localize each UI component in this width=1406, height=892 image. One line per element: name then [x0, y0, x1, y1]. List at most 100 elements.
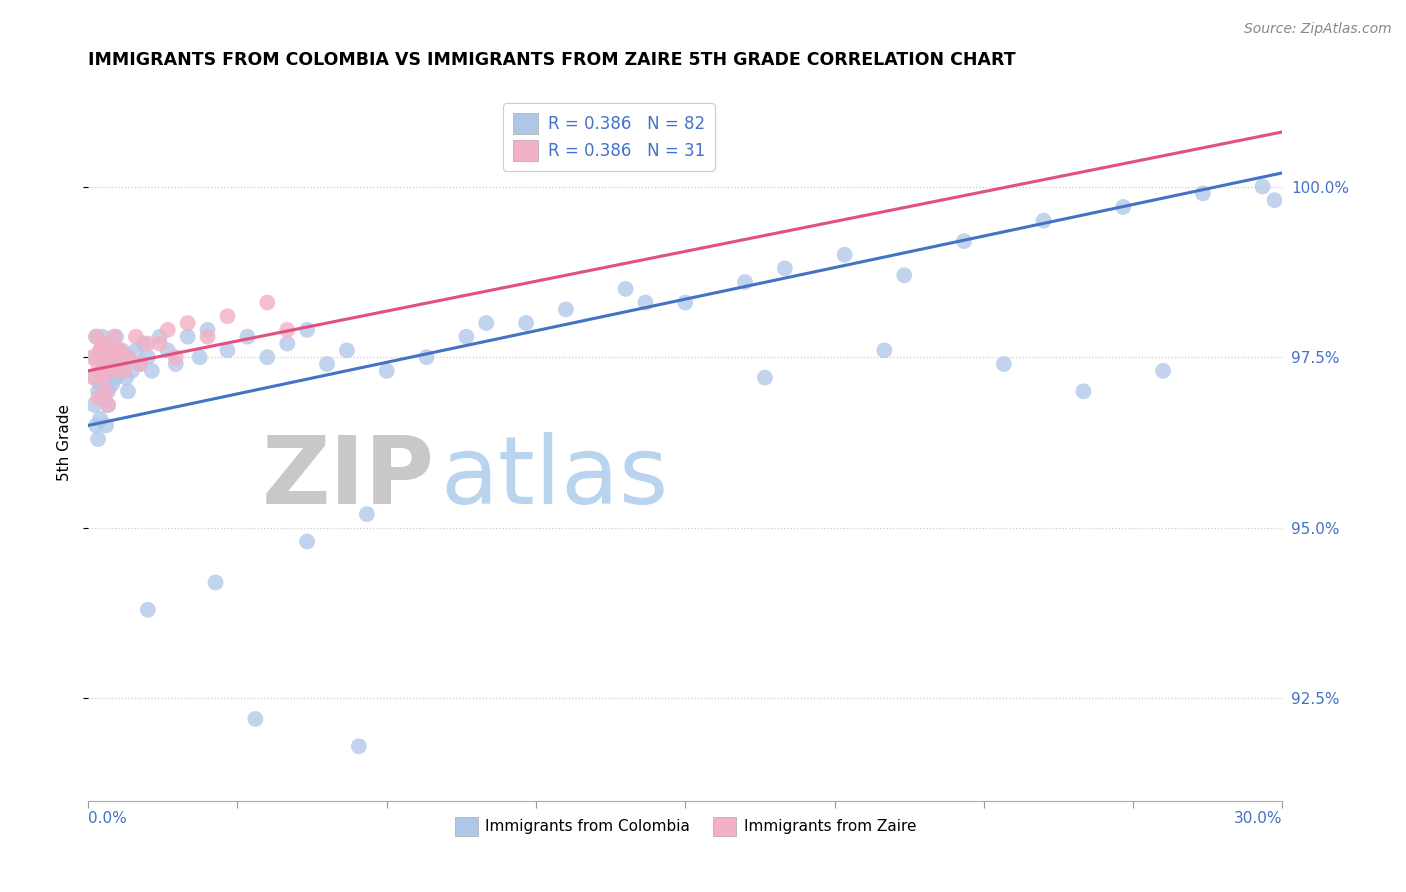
Point: [107, 350, 129, 364]
Point: [136, 336, 159, 351]
Point: [834, 248, 856, 262]
Point: [97, 350, 120, 364]
Point: [356, 507, 378, 521]
Point: [773, 261, 796, 276]
Point: [217, 310, 239, 324]
Point: [673, 295, 696, 310]
Point: [1073, 384, 1095, 399]
Point: [91, 364, 114, 378]
Point: [125, 343, 148, 358]
Point: [316, 357, 339, 371]
Point: [204, 575, 226, 590]
Point: [217, 343, 239, 358]
Point: [84, 350, 107, 364]
Point: [754, 370, 776, 384]
Point: [873, 343, 896, 358]
Point: [112, 357, 135, 371]
Point: [245, 712, 267, 726]
Point: [87, 357, 110, 371]
Point: [112, 364, 135, 378]
Point: [176, 329, 198, 343]
Text: 30.0%: 30.0%: [1234, 811, 1282, 826]
Point: [415, 350, 437, 364]
Point: [1251, 179, 1274, 194]
Point: [83, 398, 105, 412]
Text: IMMIGRANTS FROM COLOMBIA VS IMMIGRANTS FROM ZAIRE 5TH GRADE CORRELATION CHART: IMMIGRANTS FROM COLOMBIA VS IMMIGRANTS F…: [89, 51, 1015, 69]
Point: [94, 418, 117, 433]
Point: [97, 384, 120, 399]
Point: [614, 282, 637, 296]
Point: [98, 364, 121, 378]
Point: [117, 384, 139, 399]
Point: [97, 398, 120, 412]
Point: [117, 350, 139, 364]
Point: [93, 357, 115, 371]
Point: [165, 350, 187, 364]
Point: [103, 329, 125, 343]
Point: [734, 275, 756, 289]
Point: [91, 329, 114, 343]
Point: [176, 316, 198, 330]
Point: [149, 336, 172, 351]
Point: [1152, 364, 1174, 378]
Point: [136, 603, 159, 617]
Point: [132, 336, 155, 351]
Point: [1032, 213, 1054, 227]
Point: [108, 343, 131, 358]
Point: [107, 343, 129, 358]
Point: [101, 364, 124, 378]
Point: [893, 268, 915, 283]
Point: [634, 295, 657, 310]
Point: [87, 391, 110, 405]
Point: [84, 329, 107, 343]
Point: [115, 370, 138, 384]
Point: [347, 739, 370, 754]
Point: [125, 329, 148, 343]
Point: [1263, 193, 1285, 207]
Point: [111, 343, 134, 358]
Legend: Immigrants from Colombia, Immigrants from Zaire: Immigrants from Colombia, Immigrants fro…: [447, 810, 924, 844]
Point: [87, 432, 110, 446]
Point: [117, 350, 139, 364]
Point: [91, 370, 114, 384]
Point: [83, 370, 105, 384]
Point: [105, 357, 128, 371]
Point: [91, 336, 114, 351]
Point: [953, 234, 976, 248]
Point: [456, 329, 478, 343]
Point: [93, 364, 115, 378]
Point: [197, 329, 219, 343]
Point: [295, 323, 318, 337]
Point: [83, 370, 105, 384]
Point: [1192, 186, 1215, 201]
Point: [93, 336, 115, 351]
Point: [89, 411, 111, 425]
Y-axis label: 5th Grade: 5th Grade: [58, 404, 72, 481]
Point: [256, 295, 278, 310]
Point: [165, 357, 187, 371]
Point: [129, 357, 152, 371]
Point: [276, 323, 298, 337]
Point: [108, 364, 131, 378]
Point: [149, 329, 172, 343]
Point: [256, 350, 278, 364]
Point: [375, 364, 398, 378]
Text: Source: ZipAtlas.com: Source: ZipAtlas.com: [1244, 22, 1392, 37]
Point: [89, 343, 111, 358]
Point: [554, 302, 576, 317]
Point: [82, 350, 104, 364]
Point: [515, 316, 537, 330]
Point: [156, 343, 179, 358]
Point: [121, 364, 143, 378]
Point: [94, 384, 117, 399]
Point: [87, 384, 110, 399]
Point: [103, 357, 125, 371]
Point: [1112, 200, 1135, 214]
Point: [188, 350, 211, 364]
Point: [156, 323, 179, 337]
Point: [93, 391, 115, 405]
Point: [98, 343, 121, 358]
Point: [89, 377, 111, 392]
Point: [197, 323, 219, 337]
Point: [101, 377, 124, 392]
